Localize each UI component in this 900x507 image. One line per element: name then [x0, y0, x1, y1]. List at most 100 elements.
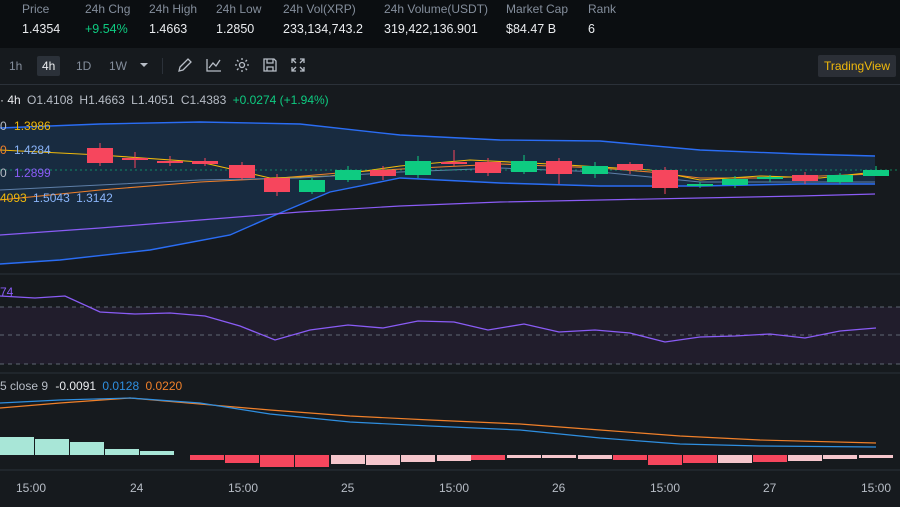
x-axis-label: 15:00 — [650, 481, 681, 495]
x-axis-label: 15:00 — [861, 481, 892, 495]
macd-histogram-bar — [295, 455, 329, 467]
gear-icon[interactable] — [233, 56, 251, 74]
macd-histogram-bar — [105, 449, 139, 455]
rsi-line — [0, 295, 877, 343]
macd-params: 5 close 9 — [0, 379, 49, 393]
macd-histogram-bar — [859, 455, 893, 458]
ma-prefix: 0 — [0, 166, 7, 180]
candle-body — [511, 161, 537, 172]
candle-body — [122, 158, 148, 160]
stat-value: 1.2850 — [216, 22, 255, 36]
macd-histogram-bar — [225, 455, 259, 463]
ma-legend-3: 0 1.2899 — [0, 165, 51, 181]
candle-body — [192, 161, 218, 164]
rsi-legend: 74 — [0, 284, 13, 300]
macd-histogram-bar — [70, 442, 104, 455]
close-value: C1.4383 — [180, 93, 227, 107]
macd-histogram-bar — [331, 455, 365, 464]
stat-label: 24h High — [149, 2, 198, 16]
candle-body — [299, 180, 325, 192]
tradingview-button[interactable]: TradingView — [817, 55, 896, 77]
candle-body — [370, 170, 396, 176]
stat-24h-volume-usdt: 24h Volume(USDT) 319,422,136.901 — [384, 2, 488, 37]
x-axis-label: 26 — [552, 481, 566, 495]
bollinger-band-fill — [0, 122, 875, 264]
macd-histogram-bar — [366, 455, 400, 465]
chart-panel: 1h 4h 1D 1W TradingView · 4h O1.4108 H1.… — [0, 48, 900, 507]
candle-body — [546, 161, 572, 174]
high-value: H1.4663 — [79, 93, 125, 107]
candle-body — [335, 170, 361, 180]
stat-label: 24h Volume(USDT) — [384, 2, 489, 16]
macd-histogram-bar — [683, 455, 717, 463]
macd-histogram-bar — [542, 455, 576, 458]
macd-value-b: 0.0128 — [102, 379, 140, 393]
x-axis-label: 15:00 — [16, 481, 47, 495]
stat-value: 1.4354 — [22, 22, 61, 36]
pencil-icon[interactable] — [176, 56, 194, 74]
macd-histogram-bar — [823, 455, 857, 459]
macd-histogram-bar — [648, 455, 682, 465]
stat-value: 6 — [588, 22, 595, 36]
macd-histogram-bar — [507, 455, 541, 458]
macd-histogram-bar — [0, 437, 34, 455]
timeframe-1w[interactable]: 1W — [109, 59, 127, 73]
x-axis-label: 24 — [130, 481, 144, 495]
stat-24h-low: 24h Low 1.2850 — [216, 2, 261, 37]
x-axis-label: 15:00 — [228, 481, 259, 495]
candle-body — [405, 161, 431, 175]
candle-body — [229, 165, 255, 178]
candle-body — [87, 148, 113, 163]
rsi-value: 74 — [0, 285, 14, 299]
stat-label: 24h Chg — [85, 2, 131, 16]
stat-24h-high: 24h High 1.4663 — [149, 2, 197, 37]
ma-prefix: 0 — [0, 143, 7, 157]
macd-line — [0, 397, 877, 448]
candle-body — [687, 184, 713, 186]
dropdown-chevron-icon[interactable] — [137, 58, 155, 76]
candle-body — [582, 166, 608, 174]
toolbar-divider — [162, 58, 163, 74]
macd-value-c: 0.0220 — [145, 379, 183, 393]
macd-histogram-bar — [578, 455, 612, 459]
ma-value: 1.4284 — [14, 143, 51, 157]
ma-value: 1.3986 — [14, 119, 51, 133]
ohlc-legend: · 4h O1.4108 H1.4663 L1.4051 C1.4383 +0.… — [0, 92, 332, 108]
x-axis-label: 15:00 — [439, 481, 470, 495]
change-value: +0.0274 (+1.94%) — [232, 93, 329, 107]
x-axis-label: 27 — [763, 481, 777, 495]
boll-value-b: 1.5043 — [33, 191, 70, 205]
indicator-chart-icon[interactable] — [205, 56, 223, 74]
macd-legend: 5 close 9 -0.0091 0.0128 0.0220 — [0, 378, 182, 394]
candle-body — [617, 164, 643, 170]
low-value: L1.4051 — [131, 93, 175, 107]
ma-prefix: 0 — [0, 119, 7, 133]
candle-body — [475, 162, 501, 173]
macd-histogram-bar — [35, 439, 69, 455]
bollinger-lower-line — [0, 177, 875, 265]
price-chart-canvas[interactable] — [0, 84, 900, 507]
candle-body — [757, 177, 783, 179]
macd-histogram-bar — [718, 455, 752, 463]
fullscreen-icon[interactable] — [289, 56, 307, 74]
stat-label: 24h Vol(XRP) — [283, 2, 356, 16]
macd-histogram-bar — [190, 455, 224, 460]
candle-body — [827, 175, 853, 182]
stat-label: 24h Low — [216, 2, 262, 16]
macd-histogram-bar — [613, 455, 647, 460]
stat-price: Price 1.4354 — [22, 2, 60, 37]
macd-histogram-bar — [788, 455, 822, 461]
timeframe-1d[interactable]: 1D — [76, 59, 92, 73]
candle-body — [157, 161, 183, 163]
candle-body — [722, 179, 748, 185]
save-icon[interactable] — [261, 56, 279, 74]
macd-value-a: -0.0091 — [55, 379, 97, 393]
stat-value: +9.54% — [85, 22, 128, 36]
timeframe-1h[interactable]: 1h — [9, 59, 23, 73]
timeframe-4h[interactable]: 4h — [37, 56, 61, 76]
macd-histogram-bar — [401, 455, 435, 462]
boll-value-a: 4093 — [0, 191, 27, 205]
ma-value: 1.2899 — [14, 166, 51, 180]
candle-body — [863, 170, 889, 176]
interval-label: · 4h — [0, 93, 21, 107]
